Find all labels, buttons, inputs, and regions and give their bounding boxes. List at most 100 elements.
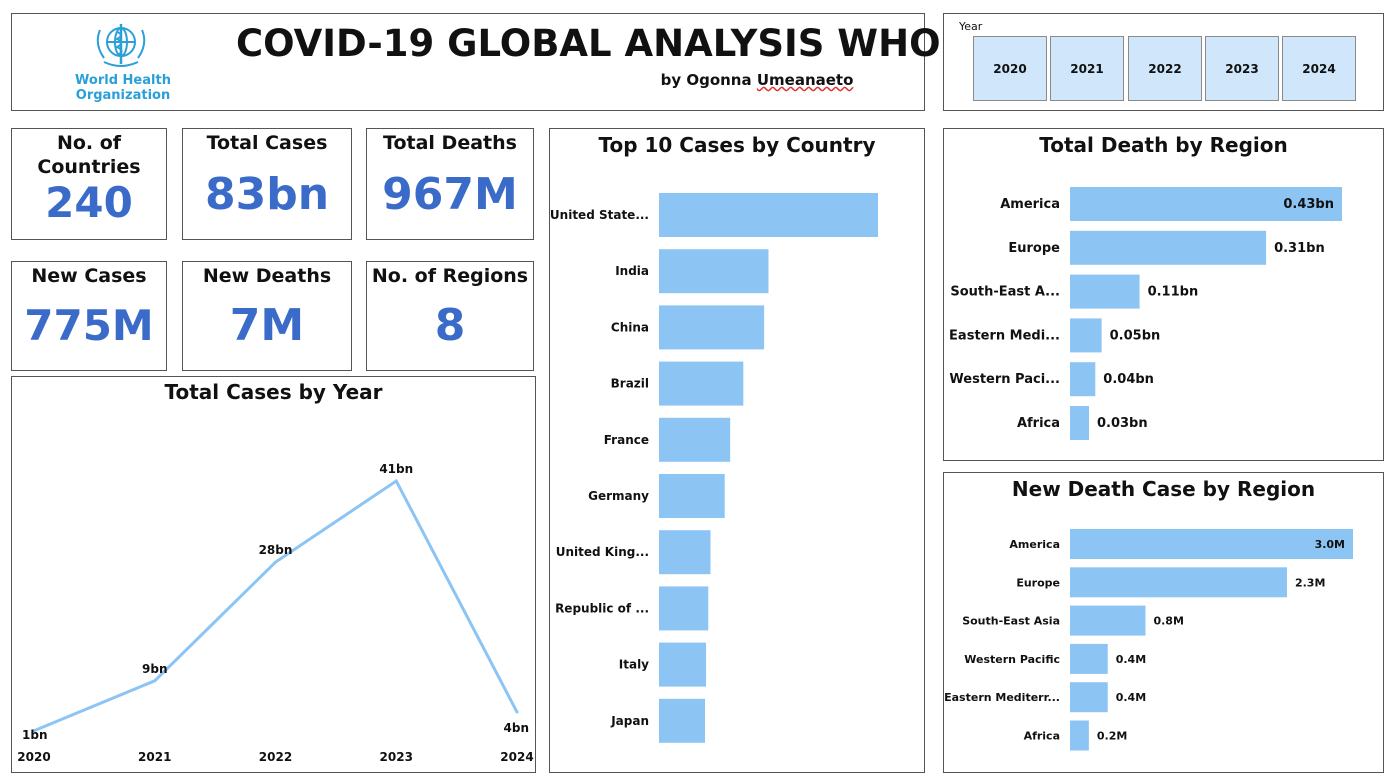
new-death-by-region-category-label: Africa (1024, 730, 1060, 743)
new-death-by-region-category-label: America (1009, 538, 1060, 551)
cases-by-year-tick-label: 2023 (380, 750, 413, 764)
death-by-region-bar (1070, 318, 1102, 353)
kpi-countries-label-1: No. of (56, 132, 122, 154)
death-by-region-data-label: 0.03bn (1097, 416, 1148, 431)
kpi-total-deaths-value: 967M (382, 169, 518, 220)
byline-prefix: by Ogonna (660, 71, 752, 89)
top10-country-bar (659, 586, 709, 631)
top10-country-category-label: Republic of ... (555, 601, 649, 615)
new-death-by-region-data-label: 0.2M (1097, 730, 1127, 743)
top10-country-category-label: Japan (610, 714, 649, 728)
kpi-regions: No. of Regions 8 (366, 261, 534, 371)
new-death-by-region-data-label: 0.4M (1116, 653, 1146, 666)
kpi-total-cases: Total Cases 83bn (182, 128, 352, 240)
top10-country-category-label: India (615, 264, 649, 278)
byline: by Ogonna Umeanaeto (612, 71, 902, 89)
new-death-by-region-bar (1070, 605, 1146, 636)
new-death-by-region-data-label: 0.8M (1153, 615, 1183, 628)
new-death-by-region-chart: America 3.0M Europe 2.3M South-East Asia 0.8M… (944, 529, 1353, 751)
kpi-new-deaths-value: 7M (229, 300, 305, 351)
cases-by-year-tick-label: 2021 (138, 750, 171, 764)
page-title: COVID-19 GLOBAL ANALYSIS WHO (236, 22, 941, 65)
new-death-by-region-bar (1070, 720, 1089, 751)
cases-by-year-tick-label: 2020 (17, 750, 50, 764)
cases-by-year-data-label: 9bn (142, 662, 167, 676)
death-by-region-data-label: 0.05bn (1110, 328, 1161, 343)
top10-country-category-label: Brazil (611, 377, 649, 391)
top10-country-bar (659, 361, 744, 406)
kpi-regions-label: No. of Regions (371, 265, 529, 287)
kpi-new-deaths: New Deaths 7M (182, 261, 352, 371)
top10-country-bar (659, 698, 705, 743)
top10-country-bar (659, 474, 725, 518)
death-by-region-category-label: Africa (1017, 416, 1060, 431)
new-death-by-region-category-label: Eastern Mediterr... (944, 691, 1060, 704)
kpi-countries-value: 240 (45, 178, 133, 227)
death-by-region-data-label: 0.31bn (1274, 241, 1325, 256)
kpi-new-deaths-label: New Deaths (202, 265, 332, 287)
kpi-new-cases-label: New Cases (31, 265, 147, 287)
year-button-2024[interactable]: 2024 (1282, 36, 1356, 101)
kpi-total-deaths-label: Total Deaths (383, 132, 517, 154)
top10-country-category-label: Italy (619, 658, 649, 672)
cases-by-year-panel: Total Cases by Year 1bn 2020 9bn 2021 28bn 20… (11, 376, 536, 773)
top10-country-panel: Top 10 Cases by Country United State... I… (549, 128, 925, 773)
kpi-total-cases-label: Total Cases (206, 132, 328, 154)
year-slicer-label: Year (959, 20, 983, 33)
top10-country-category-label: United King... (556, 545, 649, 559)
cases-by-year-data-label: 28bn (259, 543, 293, 557)
logo-text-line2: Organization (75, 88, 171, 103)
new-death-by-region-bar (1070, 529, 1353, 559)
top10-country-bar (659, 417, 731, 462)
new-death-by-region-category-label: South-East Asia (962, 615, 1060, 628)
top10-country-category-label: China (611, 320, 649, 334)
cases-by-year-point (153, 679, 157, 683)
cases-by-year-data-label: 41bn (379, 462, 413, 476)
top10-country-chart: United State... India China Brazil France Ger… (550, 193, 878, 743)
cases-by-year-tick-label: 2024 (500, 750, 533, 764)
year-button-2023[interactable]: 2023 (1205, 36, 1279, 101)
cases-by-year-data-label: 4bn (504, 721, 529, 735)
death-by-region-category-label: South-East A... (950, 285, 1060, 300)
death-by-region-data-label: 0.43bn (1283, 197, 1334, 212)
cases-by-year-tick-label: 2022 (259, 750, 292, 764)
death-by-region-bar (1070, 274, 1140, 309)
year-slicer: Year 2020 2021 2022 2023 2024 (943, 13, 1384, 111)
kpi-total-cases-value: 83bn (204, 169, 330, 220)
top10-country-bar (659, 193, 878, 237)
new-death-by-region-data-label: 0.4M (1116, 691, 1146, 704)
death-by-region-data-label: 0.11bn (1148, 285, 1199, 300)
top10-country-bar (659, 642, 707, 687)
cases-by-year-point (515, 710, 519, 714)
new-death-by-region-bar (1070, 682, 1108, 713)
death-by-region-bar (1070, 362, 1096, 397)
death-by-region-data-label: 0.04bn (1103, 372, 1154, 387)
cases-by-year-data-label: 1bn (22, 728, 47, 742)
new-death-by-region-bar (1070, 567, 1287, 598)
death-by-region-category-label: Eastern Medi... (949, 328, 1060, 343)
new-death-by-region-data-label: 2.3M (1295, 576, 1325, 589)
death-by-region-bar (1070, 406, 1089, 440)
cases-by-year-line (33, 478, 519, 733)
logo-text-line1: World Health (75, 73, 171, 88)
top10-country-bar (659, 305, 765, 350)
death-by-region-chart: America 0.43bn Europe 0.31bn South-East A...… (949, 187, 1342, 440)
year-button-2020[interactable]: 2020 (973, 36, 1047, 101)
death-by-region-category-label: America (1000, 197, 1060, 212)
new-death-by-region-panel: New Death Case by Region America 3.0M Euro… (943, 472, 1384, 773)
header-panel: World Health Organization COVID-19 GLOBA… (11, 13, 941, 111)
kpi-new-cases-value: 775M (24, 301, 154, 350)
death-by-region-panel: Total Death by Region America 0.43bn Europ… (943, 128, 1384, 461)
top10-country-bar (659, 249, 769, 294)
year-button-2022[interactable]: 2022 (1128, 36, 1202, 101)
new-death-by-region-title: New Death Case by Region (1011, 477, 1316, 501)
death-by-region-bar (1070, 230, 1267, 265)
death-by-region-bar (1070, 187, 1342, 221)
cases-by-year-point (274, 560, 277, 564)
year-button-2021[interactable]: 2021 (1050, 36, 1124, 101)
who-logo-icon (96, 24, 146, 67)
top10-country-title: Top 10 Cases by Country (598, 133, 876, 157)
top10-country-category-label: Germany (588, 489, 649, 503)
death-by-region-category-label: Western Paci... (949, 372, 1060, 387)
new-death-by-region-category-label: Western Pacific (964, 653, 1060, 666)
